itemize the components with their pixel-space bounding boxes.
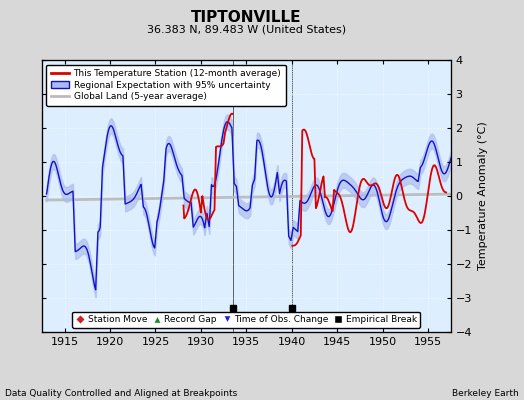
Text: TIPTONVILLE: TIPTONVILLE bbox=[191, 10, 301, 25]
Text: Data Quality Controlled and Aligned at Breakpoints: Data Quality Controlled and Aligned at B… bbox=[5, 389, 237, 398]
Text: 36.383 N, 89.483 W (United States): 36.383 N, 89.483 W (United States) bbox=[147, 24, 346, 34]
Text: Berkeley Earth: Berkeley Earth bbox=[452, 389, 519, 398]
Y-axis label: Temperature Anomaly (°C): Temperature Anomaly (°C) bbox=[477, 122, 487, 270]
Legend: Station Move, Record Gap, Time of Obs. Change, Empirical Break: Station Move, Record Gap, Time of Obs. C… bbox=[72, 312, 420, 328]
